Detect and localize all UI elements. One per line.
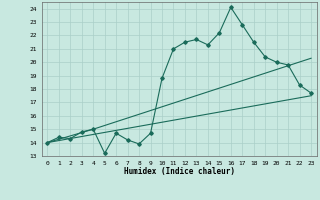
X-axis label: Humidex (Indice chaleur): Humidex (Indice chaleur) xyxy=(124,167,235,176)
